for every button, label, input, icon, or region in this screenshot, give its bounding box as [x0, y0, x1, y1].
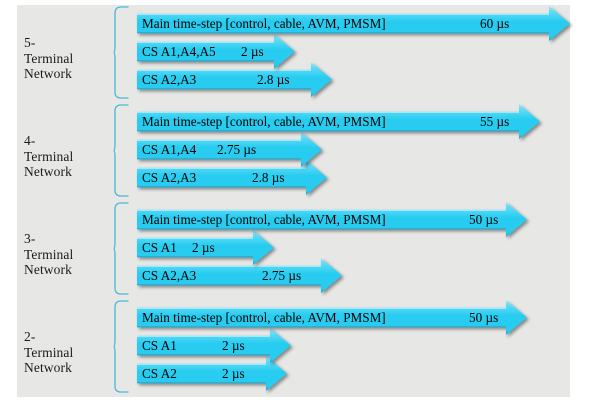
network-group-label: 3- Terminal Network [24, 231, 74, 277]
group-brace-icon [113, 104, 129, 202]
main-time-step-arrow[interactable]: Main time-step [control, cable, AVM, PMS… [137, 300, 527, 335]
network-group-label: 2- Terminal Network [24, 329, 74, 375]
group-brace-icon [113, 6, 129, 104]
network-group-label: 5- Terminal Network [24, 35, 74, 81]
main-time-step-arrow[interactable]: Main time-step [control, cable, AVM, PMS… [137, 104, 540, 139]
network-group-label: 4- Terminal Network [24, 133, 74, 179]
group-brace-icon [113, 202, 129, 300]
main-time-step-arrow[interactable]: Main time-step [control, cable, AVM, PMS… [137, 202, 527, 237]
group-brace-icon [113, 300, 129, 398]
main-time-step-arrow[interactable]: Main time-step [control, cable, AVM, PMS… [137, 6, 570, 41]
